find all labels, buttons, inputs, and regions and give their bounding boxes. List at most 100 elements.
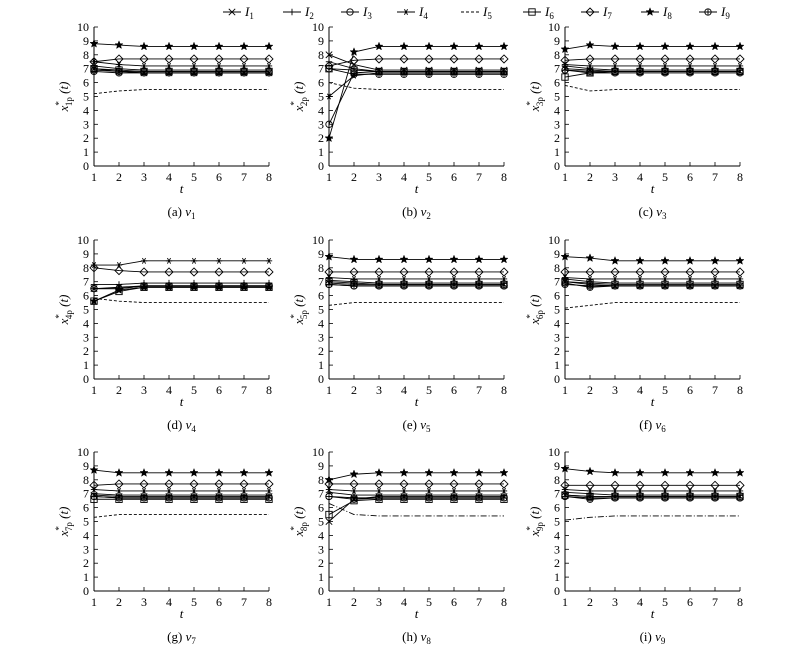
series-I4	[325, 274, 508, 282]
series-line	[93, 89, 269, 95]
y-tick-label: 4	[83, 528, 89, 542]
series-line	[93, 494, 269, 497]
series-I9	[561, 279, 744, 291]
x-tick-label: 7	[712, 170, 718, 184]
x-tick-label: 4	[637, 170, 643, 184]
data-point	[139, 54, 149, 64]
data-point	[710, 267, 720, 277]
y-tick-label: 6	[83, 501, 89, 515]
data-point	[635, 267, 645, 277]
y-tick-label: 6	[83, 289, 89, 303]
series-I8	[89, 38, 274, 51]
data-point	[610, 255, 620, 265]
y-tick-label: 1	[318, 145, 324, 159]
data-point	[685, 467, 695, 477]
series-I5	[93, 514, 269, 518]
series-line	[94, 260, 269, 266]
x-tick-label: 5	[426, 170, 432, 184]
x-tick-label: 1	[91, 595, 97, 609]
data-point	[325, 492, 333, 501]
series-I7	[324, 267, 509, 277]
data-point	[215, 62, 223, 69]
data-point	[449, 54, 459, 64]
series-line	[93, 297, 269, 303]
data-point	[164, 41, 174, 51]
data-point	[710, 41, 720, 51]
y-tick-label: 2	[554, 556, 560, 570]
series-line	[94, 285, 269, 290]
y-tick-label: 9	[554, 459, 560, 473]
data-point	[90, 262, 98, 269]
series-I5	[564, 302, 740, 309]
data-point	[374, 467, 384, 477]
data-point	[215, 494, 223, 502]
x-tick-label: 7	[241, 170, 247, 184]
data-point	[424, 479, 434, 489]
y-tick-label: 3	[318, 330, 324, 344]
y-tick-label: 0	[554, 159, 560, 173]
data-point	[636, 494, 644, 502]
y-tick-label: 0	[318, 159, 324, 173]
series-line	[93, 71, 269, 74]
x-axis-label: t	[651, 181, 655, 196]
data-point	[635, 480, 645, 490]
data-point	[425, 275, 433, 282]
data-point	[350, 494, 358, 502]
x-tick-label: 3	[376, 170, 382, 184]
data-point	[190, 69, 198, 77]
data-point	[710, 54, 720, 64]
series-line	[328, 72, 504, 97]
series-line	[564, 277, 740, 280]
y-tick-label: 6	[554, 501, 560, 515]
y-tick-label: 10	[312, 20, 324, 34]
data-point	[324, 267, 334, 277]
legend-item: I9	[699, 4, 730, 21]
x-tick-label: 3	[141, 595, 147, 609]
data-point	[90, 284, 98, 293]
data-point	[89, 480, 99, 490]
data-point	[586, 494, 594, 502]
data-point	[325, 93, 333, 100]
y-axis-label: x*4p (t)	[54, 295, 74, 326]
x-tick-label: 8	[501, 170, 507, 184]
data-point	[424, 41, 434, 51]
data-point	[686, 494, 694, 502]
x-tick-label: 4	[637, 383, 643, 397]
series-line	[564, 278, 740, 284]
data-point	[139, 467, 149, 477]
x-tick-label: 8	[737, 595, 743, 609]
panel-caption: (a) v1	[168, 204, 196, 221]
series-line	[94, 282, 269, 285]
x-axis-label: t	[651, 606, 655, 621]
series-line	[328, 302, 504, 306]
x-tick-label: 2	[587, 595, 593, 609]
x-tick-label: 5	[662, 383, 668, 397]
legend-label: I2	[304, 4, 314, 21]
legend: I1 I2 I3 I4 I5 I6 I7 I8 I9	[223, 4, 730, 21]
y-tick-label: 10	[548, 445, 560, 459]
x-tick-label: 6	[451, 170, 457, 184]
series-I8	[560, 463, 745, 477]
y-tick-label: 5	[318, 303, 324, 317]
x-axis-label: t	[651, 394, 655, 409]
x-tick-label: 3	[141, 383, 147, 397]
data-point	[350, 282, 358, 290]
y-tick-label: 4	[318, 103, 324, 117]
data-point	[661, 62, 669, 69]
series-line	[564, 496, 740, 499]
y-axis-label: x*2p (t)	[289, 82, 309, 113]
x-tick-label: 6	[216, 170, 222, 184]
legend-marker	[402, 9, 410, 15]
data-point	[611, 62, 619, 69]
x-tick-label: 3	[376, 383, 382, 397]
data-point	[214, 54, 224, 64]
data-point	[240, 494, 248, 502]
data-point	[586, 275, 594, 282]
x-tick-label: 5	[662, 595, 668, 609]
legend-marker	[288, 8, 296, 16]
data-point	[264, 467, 274, 477]
data-point	[215, 282, 223, 290]
